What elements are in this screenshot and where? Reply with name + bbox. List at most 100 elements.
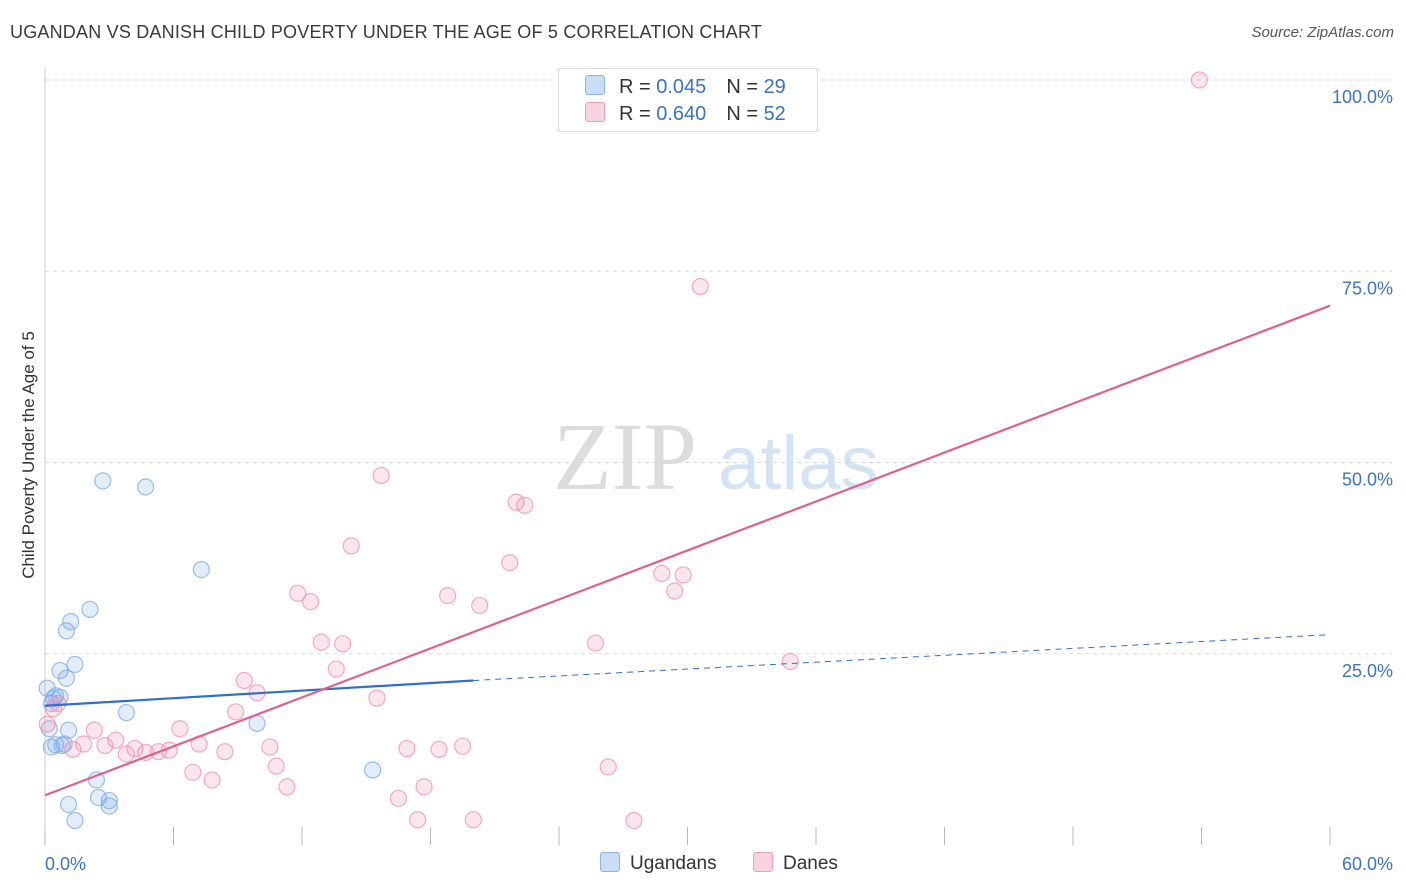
y-tick-label: 50.0% — [1342, 470, 1393, 490]
point-danes — [96, 736, 114, 755]
point-ugandans — [42, 738, 61, 756]
trend-line-danes — [44, 304, 1331, 797]
point-danes — [261, 738, 279, 756]
point-danes — [267, 757, 285, 775]
legend-r-value: 0.045 — [656, 76, 707, 98]
point-ugandans — [81, 600, 99, 618]
bottom-legend-ugandans: Ugandans — [600, 852, 717, 875]
point-danes — [171, 720, 189, 738]
point-danes — [398, 740, 416, 758]
chart-title: UGANDAN VS DANISH CHILD POVERTY UNDER TH… — [10, 22, 763, 42]
point-danes — [117, 745, 135, 763]
point-danes — [107, 731, 125, 749]
point-danes — [516, 496, 534, 514]
point-ugandans — [94, 472, 112, 490]
tick-labels: 25.0% 50.0% 75.0% 100.0% 0.0% 60.0% — [45, 87, 1393, 874]
point-danes — [430, 740, 448, 758]
legend-row-ugandans: R = 0.045 N = 29 — [585, 75, 786, 99]
point-ugandans — [66, 655, 84, 674]
point-ugandans — [100, 792, 118, 810]
point-danes — [439, 587, 457, 605]
x-tick-label: 60.0% — [1342, 854, 1393, 874]
legend-n-label: N = — [726, 76, 764, 98]
point-danes — [289, 584, 307, 602]
y-axis-label: Child Poverty Under the Age of 5 — [19, 331, 38, 579]
point-danes — [301, 593, 320, 611]
point-danes — [38, 715, 56, 733]
series-layer — [38, 71, 1331, 830]
legend-r-value: 0.640 — [656, 103, 707, 125]
point-danes — [389, 789, 407, 807]
point-danes — [368, 689, 386, 707]
point-danes — [653, 564, 671, 583]
point-ugandans — [117, 704, 135, 722]
point-danes — [464, 811, 482, 829]
point-ugandans — [100, 797, 118, 815]
legend-r-label: R = — [619, 103, 657, 125]
legend-swatch-danes — [585, 102, 605, 122]
point-ugandans — [59, 795, 78, 814]
legend-n-value: 29 — [763, 76, 786, 98]
point-danes — [334, 635, 352, 653]
point-danes — [409, 811, 427, 829]
legend-n-label: N = — [726, 103, 764, 125]
point-danes — [586, 634, 605, 652]
point-danes — [203, 771, 221, 789]
point-ugandans — [87, 771, 106, 789]
legend-r-label: R = — [619, 76, 657, 98]
point-danes — [85, 721, 103, 739]
point-danes — [342, 537, 360, 555]
point-danes — [327, 660, 345, 678]
bottom-legend-swatch-ugandans — [600, 852, 620, 872]
source-label: Source: ZipAtlas.com — [1251, 24, 1394, 41]
bottom-legend-swatch-danes — [753, 852, 773, 872]
series-danes — [38, 71, 1208, 830]
point-danes — [1190, 71, 1208, 89]
y-tick-label: 75.0% — [1342, 278, 1393, 298]
point-ugandans — [66, 811, 84, 830]
point-danes — [691, 277, 709, 296]
watermark-atlas: atlas — [718, 421, 879, 506]
point-danes — [227, 703, 245, 721]
point-danes — [278, 778, 296, 796]
gridlines — [45, 79, 1392, 655]
point-ugandans — [57, 669, 76, 687]
watermark-zip: ZIP — [553, 403, 697, 510]
point-danes — [64, 740, 82, 758]
y-tick-label: 100.0% — [1332, 87, 1393, 107]
axes — [44, 68, 1331, 845]
point-danes — [126, 740, 144, 758]
point-ugandans — [55, 735, 73, 753]
point-danes — [415, 778, 433, 796]
bottom-legend-label-ugandans: Ugandans — [630, 853, 717, 874]
point-ugandans — [137, 478, 155, 496]
series-ugandans — [38, 472, 382, 830]
point-danes — [625, 811, 643, 830]
y-tick-label: 25.0% — [1342, 661, 1393, 681]
point-danes — [471, 596, 489, 615]
trend-line-ugandans — [44, 679, 474, 707]
point-danes — [49, 694, 67, 713]
point-danes — [501, 554, 519, 572]
correlation-legend: R = 0.045 N = 29 R = 0.640 N = 52 — [558, 68, 818, 132]
point-danes — [312, 633, 330, 651]
point-danes — [599, 758, 617, 776]
point-danes — [666, 582, 684, 600]
point-danes — [184, 763, 202, 781]
point-danes — [216, 743, 234, 761]
bottom-legend-danes: Danes — [753, 852, 838, 875]
point-danes — [74, 735, 93, 753]
point-danes — [781, 652, 799, 671]
bottom-legend-label-danes: Danes — [783, 853, 838, 874]
point-ugandans — [62, 613, 80, 631]
x-tick-label: 0.0% — [45, 854, 86, 874]
point-ugandans — [59, 721, 78, 739]
point-danes — [372, 466, 390, 485]
point-danes — [674, 566, 692, 584]
legend-row-danes: R = 0.640 N = 52 — [585, 102, 786, 126]
point-ugandans — [192, 560, 210, 579]
point-danes — [454, 737, 472, 755]
point-ugandans — [364, 761, 382, 779]
point-ugandans — [57, 622, 76, 640]
